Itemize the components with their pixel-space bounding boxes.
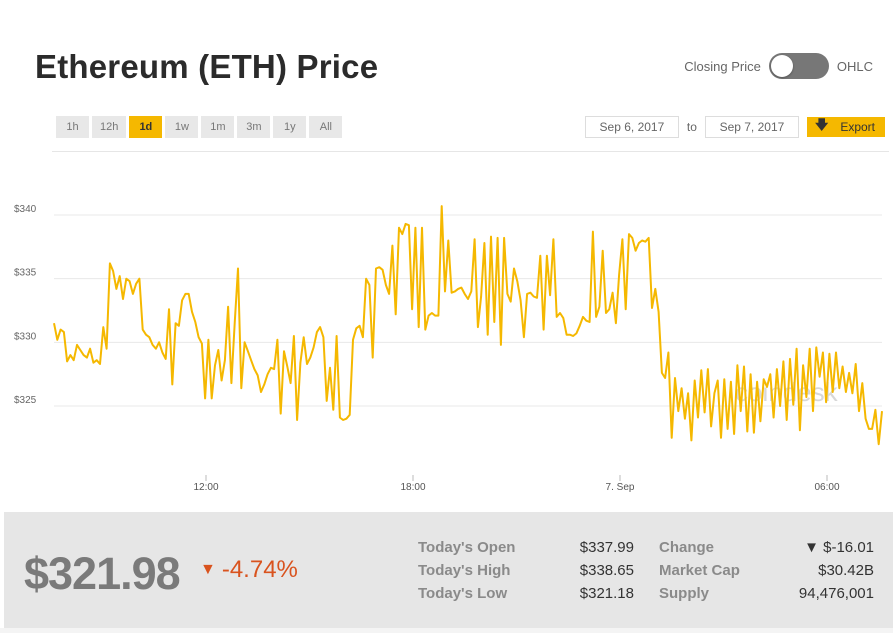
time-range-selector: 1h 12h 1d 1w 1m 3m 1y All <box>56 116 343 138</box>
y-tick-label: $340 <box>14 204 37 215</box>
supply-label: Supply <box>659 585 710 602</box>
export-label: Export <box>840 120 875 134</box>
range-all-button[interactable]: All <box>309 116 343 138</box>
price-mode-toggle-group: Closing Price OHLC <box>684 53 873 79</box>
todays-open-label: Today's Open <box>418 539 516 556</box>
x-tick-label: 06:00 <box>814 482 839 493</box>
range-1y-button[interactable]: 1y <box>273 116 307 138</box>
export-button[interactable]: 🡇 Export <box>806 117 885 137</box>
todays-high-label: Today's High <box>418 562 511 579</box>
page-title: Ethereum (ETH) Price <box>35 48 379 85</box>
change-label: Change <box>659 539 715 556</box>
x-tick-label: 7. Sep <box>606 482 635 493</box>
supply-value: 94,476,001 <box>798 585 874 602</box>
date-range: Sep 6, 2017 to Sep 7, 2017 🡇 Export <box>584 116 885 138</box>
x-tick-label: 18:00 <box>400 482 425 493</box>
stats2-values: ▼ $-16.01 $30.42B 94,476,001 <box>764 536 874 605</box>
divider <box>52 151 889 152</box>
range-1m-button[interactable]: 1m <box>201 116 235 138</box>
download-arrow-icon: 🡇 <box>814 117 829 132</box>
y-tick-label: $325 <box>14 395 37 406</box>
price-mode-toggle[interactable] <box>768 53 829 79</box>
to-date-input[interactable]: Sep 7, 2017 <box>704 116 799 138</box>
down-triangle-icon: ▼ <box>804 539 824 556</box>
stats2-labels: Change Market Cap Supply <box>659 536 740 605</box>
to-label: to <box>686 120 697 134</box>
todays-low-value: $321.18 <box>579 585 634 602</box>
change-value: ▼ $-16.01 <box>764 536 874 559</box>
y-tick-label: $335 <box>14 268 37 279</box>
todays-low-label: Today's Low <box>418 585 508 602</box>
range-1d-button[interactable]: 1d <box>129 116 163 138</box>
market-cap-value: $30.42B <box>818 562 874 579</box>
toggle-knob <box>770 55 793 77</box>
todays-high-value: $338.65 <box>579 562 634 579</box>
x-tick-label: 12:00 <box>193 482 218 493</box>
change-percent: ▼ -4.74% <box>200 556 298 584</box>
price-series-line <box>53 205 883 446</box>
market-cap-label: Market Cap <box>659 562 740 579</box>
from-date-input[interactable]: Sep 6, 2017 <box>584 116 679 138</box>
range-1h-button[interactable]: 1h <box>56 116 89 138</box>
change-percent-value: -4.74% <box>221 556 298 583</box>
range-3m-button[interactable]: 3m <box>237 116 271 138</box>
bottom-strip <box>0 628 893 633</box>
down-triangle-icon: ▼ <box>200 561 216 578</box>
y-tick-label: $330 <box>14 331 37 342</box>
range-1w-button[interactable]: 1w <box>165 116 199 138</box>
closing-price-label: Closing Price <box>684 58 761 74</box>
change-amount: $-16.01 <box>823 539 874 556</box>
ohlc-label: OHLC <box>836 58 873 74</box>
todays-open-value: $337.99 <box>579 539 634 556</box>
current-price: $321.98 <box>24 548 181 599</box>
price-summary-panel: $321.98 ▼ -4.74% Today's Open Today's Hi… <box>4 512 893 628</box>
stats-labels: Today's Open Today's High Today's Low <box>418 536 515 605</box>
range-12h-button[interactable]: 12h <box>92 116 127 138</box>
stats-values: $337.99 $338.65 $321.18 <box>562 536 634 605</box>
